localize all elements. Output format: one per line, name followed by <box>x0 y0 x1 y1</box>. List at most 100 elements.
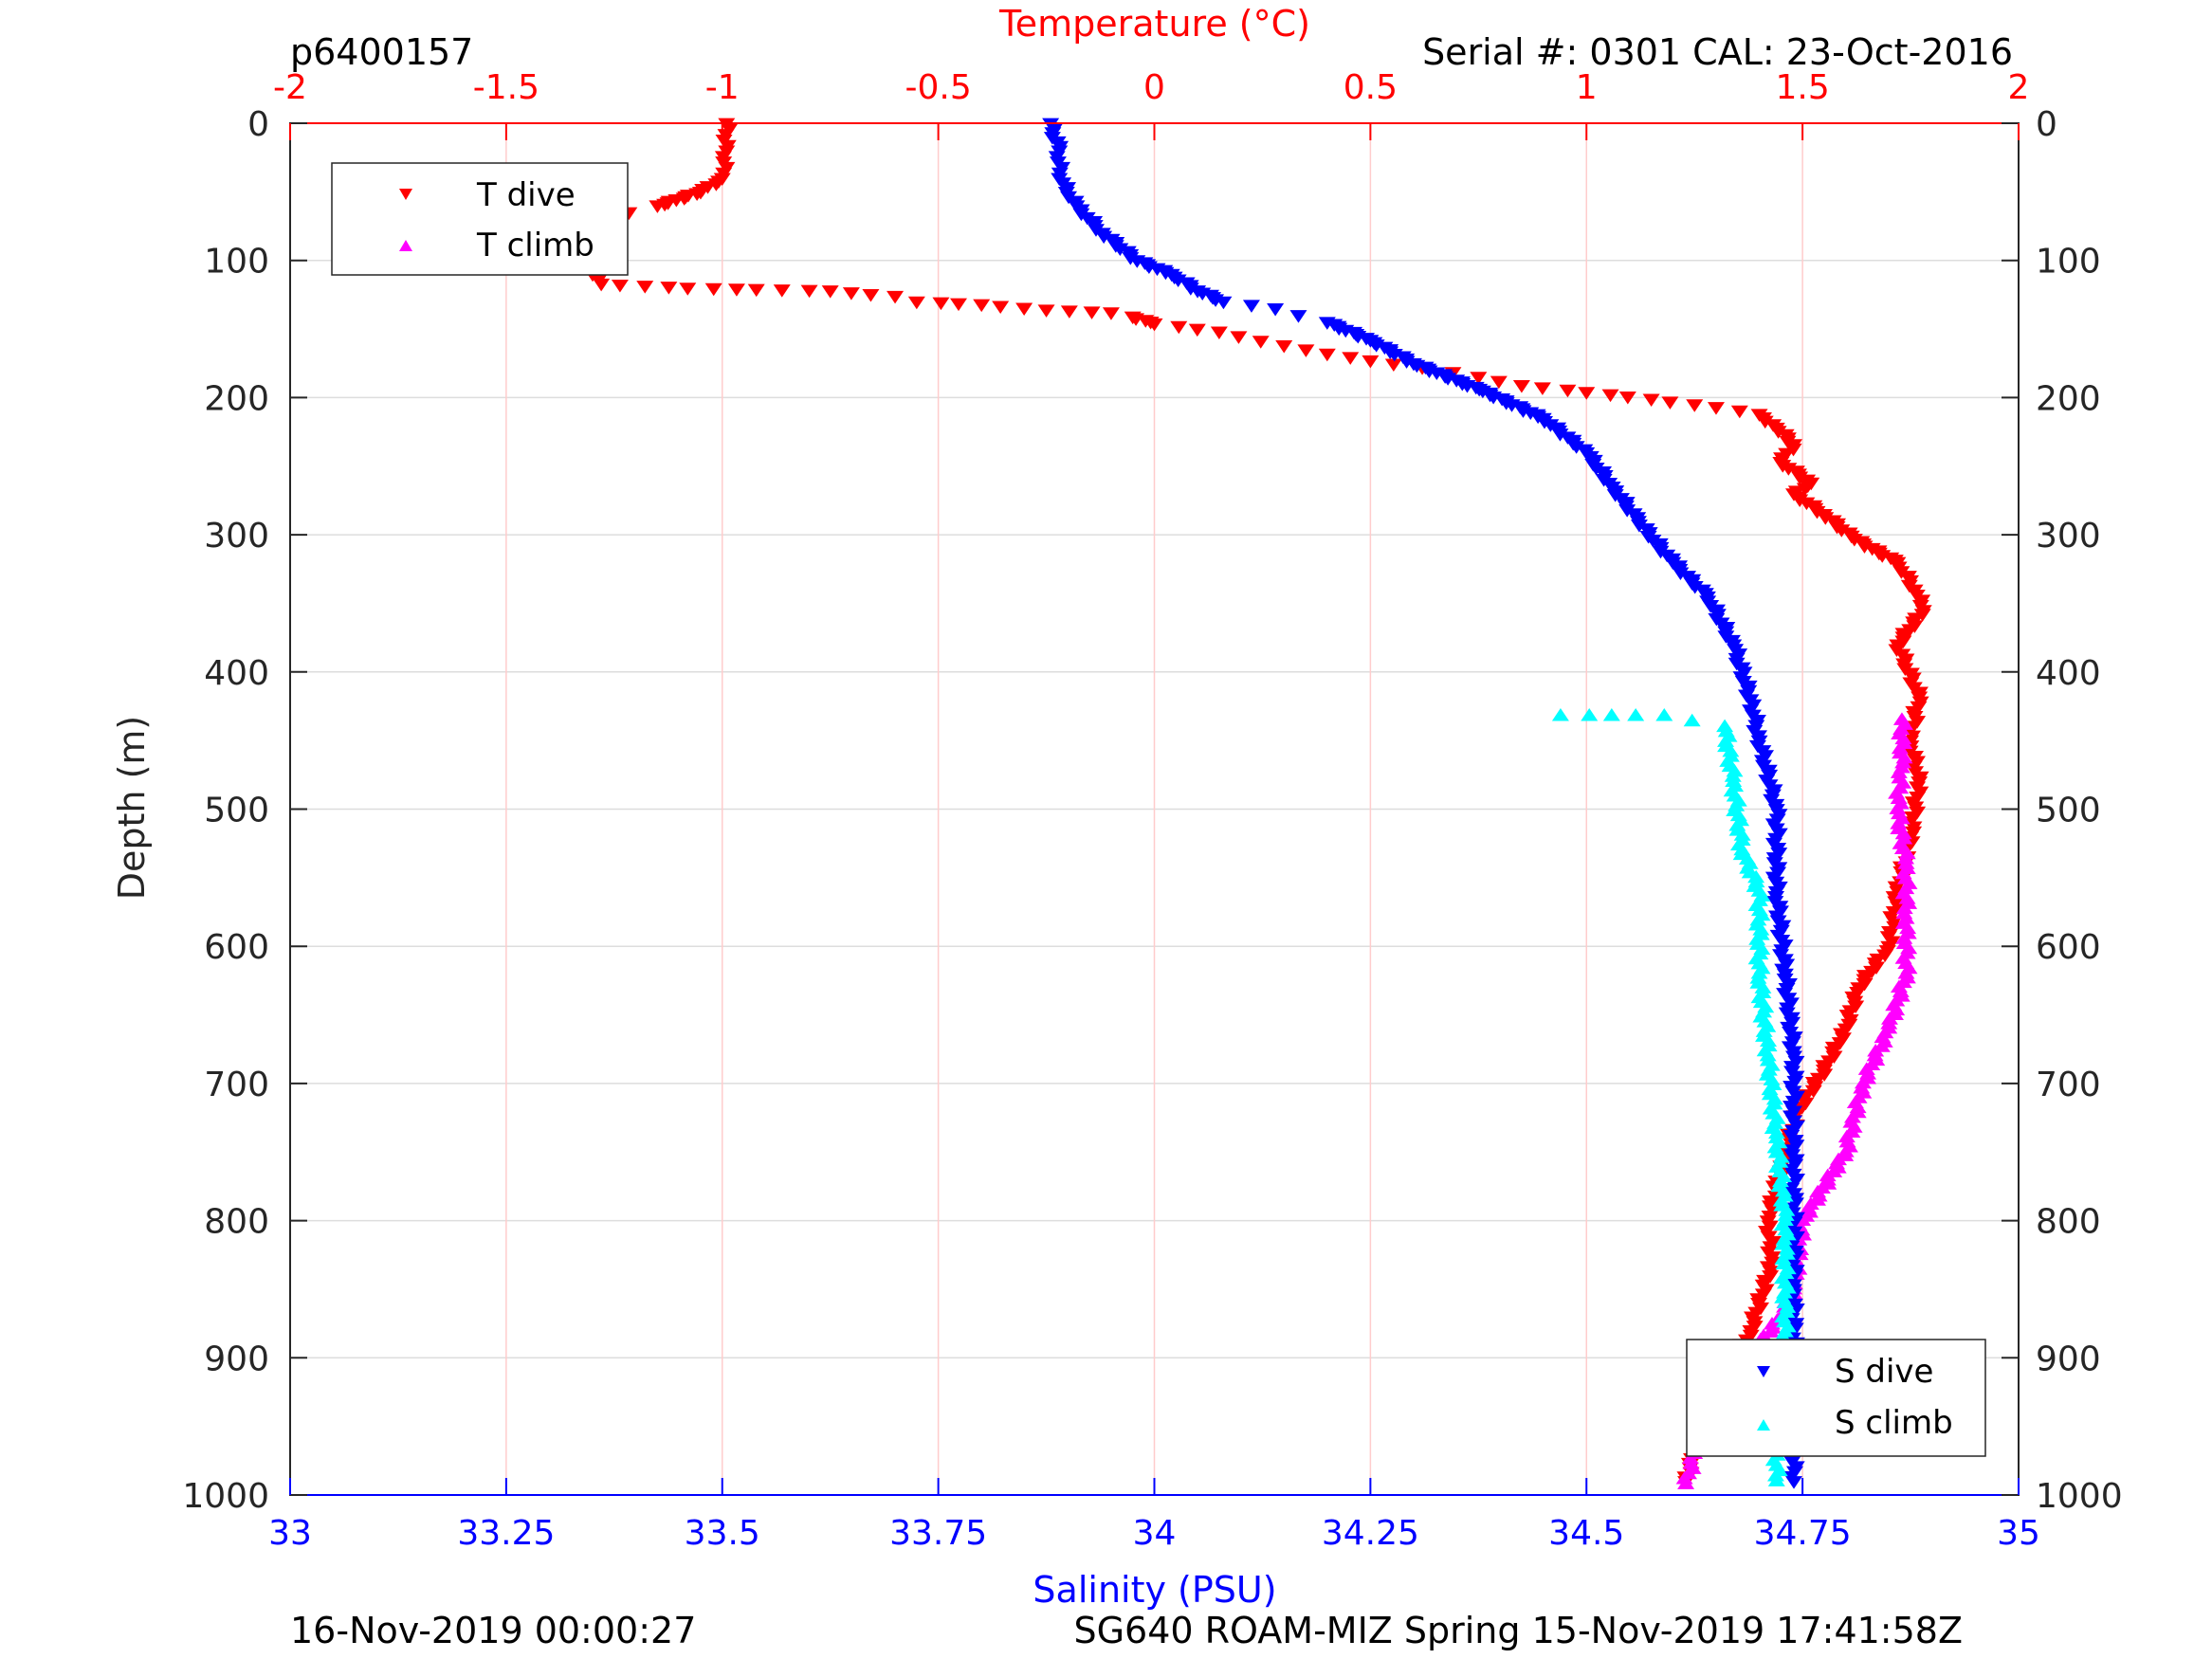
temperature-tick-label: -1.5 <box>473 68 539 107</box>
depth-axis-label: Depth (m) <box>111 716 153 901</box>
data-series-layer <box>584 118 1932 1489</box>
data-point-marker <box>1215 296 1233 310</box>
data-point-marker <box>1078 211 1096 226</box>
data-point-marker <box>1551 708 1569 721</box>
data-point-marker <box>1512 379 1530 393</box>
data-point-marker <box>1242 300 1260 313</box>
data-point-marker <box>842 287 860 301</box>
data-point-marker <box>704 283 722 297</box>
data-point-marker <box>1083 306 1101 319</box>
data-point-marker <box>1785 1476 1803 1489</box>
series-t-dive <box>584 118 1932 1489</box>
data-point-marker <box>1913 609 1931 622</box>
depth-tick-label-right: 500 <box>2036 792 2101 830</box>
data-point-marker <box>1102 307 1120 320</box>
data-point-marker <box>1587 462 1605 476</box>
depth-tick-label-right: 700 <box>2036 1066 2101 1104</box>
profile-id: p6400157 <box>290 31 473 73</box>
data-point-marker <box>1342 352 1360 365</box>
data-point-marker <box>1707 402 1725 415</box>
depth-tick-label-left: 300 <box>204 517 269 556</box>
data-point-marker <box>973 299 991 313</box>
legend-t-dive-label: T dive <box>476 176 576 214</box>
data-point-marker <box>932 297 950 311</box>
data-point-marker <box>1618 392 1636 405</box>
data-point-marker <box>1677 1476 1695 1489</box>
temperature-tick-label: 1.5 <box>1775 68 1829 107</box>
data-point-marker <box>907 296 925 310</box>
legend-t-dive-marker <box>399 189 412 200</box>
data-point-marker <box>1767 1473 1785 1486</box>
data-point-marker <box>887 290 905 304</box>
depth-tick-label-left: 1000 <box>182 1477 269 1516</box>
data-point-marker <box>1581 708 1599 721</box>
depth-tick-label-left: 600 <box>204 928 269 967</box>
data-point-marker <box>1630 520 1648 533</box>
data-point-marker <box>862 288 880 302</box>
depth-tick-label-left: 800 <box>204 1203 269 1242</box>
salinity-axis-label: Salinity (PSU) <box>1033 1569 1276 1611</box>
depth-tick-label-right: 800 <box>2036 1203 2101 1242</box>
legend-s-dive-label: S dive <box>1835 1353 1933 1391</box>
data-point-marker <box>1230 331 1248 344</box>
data-point-marker <box>611 279 629 293</box>
depth-tick-label-left: 500 <box>204 792 269 830</box>
depth-tick-label-left: 700 <box>204 1066 269 1104</box>
legend-t-climb-label: T climb <box>476 227 594 264</box>
depth-tick-label-left: 200 <box>204 379 269 418</box>
depth-tick-label-right: 400 <box>2036 654 2101 693</box>
depth-tick-label-right: 1000 <box>2036 1477 2123 1516</box>
data-point-marker <box>1627 708 1645 721</box>
data-point-marker <box>1470 372 1488 385</box>
data-point-marker <box>747 283 765 298</box>
data-point-marker <box>1601 389 1619 403</box>
data-point-marker <box>1686 580 1704 594</box>
salinity-tick-label: 33.5 <box>685 1514 760 1553</box>
data-point-marker <box>1170 320 1188 335</box>
data-point-marker <box>1876 949 1894 962</box>
legend-t-climb-marker <box>399 240 412 251</box>
data-point-marker <box>1686 399 1704 412</box>
temperature-tick-label: -2 <box>273 68 307 107</box>
processed-timestamp: 16-Nov-2019 00:00:27 <box>290 1610 696 1651</box>
salinity-tick-label: 34 <box>1133 1514 1177 1553</box>
temperature-tick-label: 2 <box>2008 68 2030 107</box>
data-point-marker <box>1644 534 1662 548</box>
data-point-marker <box>1533 382 1551 395</box>
data-point-marker <box>949 298 967 312</box>
data-point-marker <box>660 282 678 295</box>
salinity-tick-label: 35 <box>1997 1514 2040 1553</box>
salinity-tick-label: 33.75 <box>889 1514 987 1553</box>
temperature-tick-label: 0.5 <box>1344 68 1398 107</box>
depth-tick-label-left: 400 <box>204 654 269 693</box>
depth-tick-label-right: 0 <box>2036 105 2057 144</box>
data-point-marker <box>1672 567 1690 580</box>
salinity-legend: S dive S climb <box>1686 1339 1986 1457</box>
data-point-marker <box>1769 426 1787 439</box>
depth-tick-label-left: 900 <box>204 1340 269 1378</box>
data-point-marker <box>1275 340 1293 354</box>
temperature-legend-box <box>331 162 629 276</box>
data-point-marker <box>1578 387 1596 400</box>
data-point-marker <box>1210 326 1228 340</box>
data-point-marker <box>773 284 791 298</box>
data-point-marker <box>1289 310 1307 323</box>
serial-cal-info: Serial #: 0301 CAL: 23-Oct-2016 <box>1422 31 2013 73</box>
temperature-legend: T dive T climb <box>331 162 629 276</box>
data-point-marker <box>1267 302 1285 317</box>
temperature-tick-label: 0 <box>1143 68 1165 107</box>
data-point-marker <box>1661 396 1679 410</box>
temperature-axis-label: Temperature (°C) <box>998 3 1310 45</box>
salinity-tick-label: 34.25 <box>1322 1514 1419 1553</box>
data-point-marker <box>1384 358 1402 373</box>
data-point-marker <box>1037 304 1055 318</box>
mission-info: SG640 ROAM-MIZ Spring 15-Nov-2019 17:41:… <box>1073 1610 1963 1651</box>
data-point-marker <box>1362 355 1380 369</box>
data-point-marker <box>1318 348 1336 362</box>
data-point-marker <box>679 283 697 296</box>
data-point-marker <box>1683 713 1701 727</box>
data-point-marker <box>1145 318 1163 332</box>
legend-s-climb-marker <box>1757 1419 1770 1431</box>
data-point-marker <box>800 284 818 299</box>
data-point-marker <box>727 283 745 297</box>
